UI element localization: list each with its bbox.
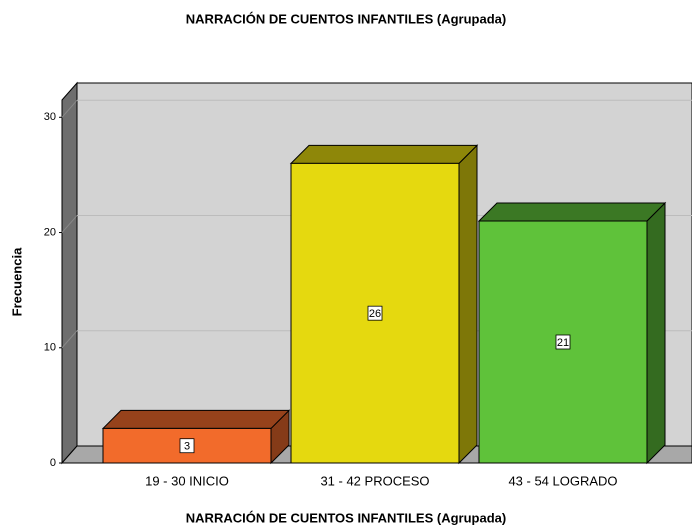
- x-tick-label: 43 - 54 LOGRADO: [508, 473, 617, 488]
- y-tick-label: 0: [50, 457, 56, 469]
- grid-line: [61, 215, 78, 233]
- side-wall: [61, 81, 78, 465]
- value-label-box: [367, 305, 383, 321]
- grid-line: [61, 99, 78, 118]
- x-tick-label: 31 - 42 PROCESO: [320, 473, 429, 488]
- y-tick-label: 30: [44, 111, 56, 123]
- bar-side: [646, 201, 666, 465]
- y-tick-label: 20: [44, 226, 56, 238]
- value-label: 3: [184, 441, 190, 453]
- bar-top: [477, 202, 667, 222]
- value-label-box: [179, 438, 195, 454]
- bar: [477, 201, 667, 465]
- bar-top: [101, 409, 291, 429]
- y-axis-title: Frecuencia: [9, 247, 24, 316]
- value-label: 26: [369, 308, 381, 320]
- x-axis-title: NARRACIÓN DE CUENTOS INFANTILES (Agrupad…: [186, 510, 506, 525]
- value-label-box: [555, 334, 571, 350]
- y-tick-label: 10: [44, 342, 56, 354]
- chart-title: NARRACIÓN DE CUENTOS INFANTILES (Agrupad…: [186, 11, 506, 26]
- grid-line: [61, 330, 78, 349]
- value-label: 21: [557, 337, 569, 349]
- bar: [289, 144, 479, 465]
- bar-top: [289, 144, 479, 164]
- x-tick-label: 19 - 30 INICIO: [145, 473, 229, 488]
- bar: [101, 409, 291, 465]
- bar-side: [458, 144, 478, 465]
